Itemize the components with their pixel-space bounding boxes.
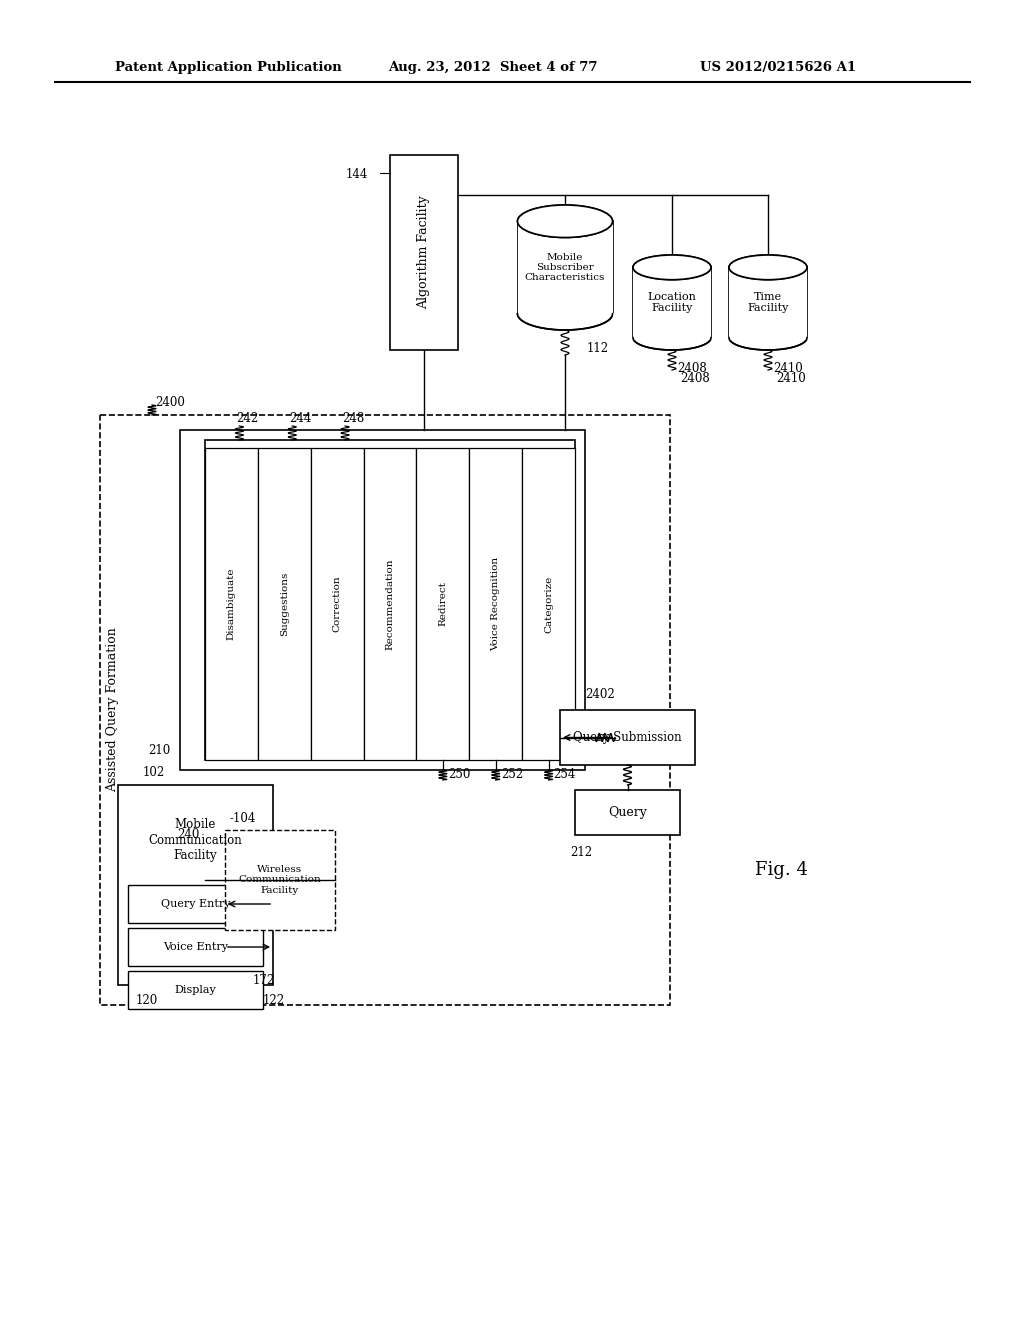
Text: 212: 212: [570, 846, 592, 859]
Text: Assisted Query Formation: Assisted Query Formation: [106, 627, 120, 792]
Ellipse shape: [517, 205, 612, 238]
Text: 252: 252: [501, 768, 523, 781]
Text: 248: 248: [342, 412, 365, 425]
Text: Query: Query: [608, 807, 647, 818]
Bar: [633, 268, 711, 338]
Bar: [469, 447, 522, 760]
Text: Recommendation: Recommendation: [385, 558, 394, 649]
Text: Correction: Correction: [333, 576, 342, 632]
Text: 120: 120: [136, 994, 159, 1006]
Bar: [180, 430, 585, 770]
Text: Location
Facility: Location Facility: [647, 292, 696, 313]
Text: Disambiguate: Disambiguate: [227, 568, 236, 640]
Bar: [729, 268, 807, 338]
Text: 2402: 2402: [585, 689, 614, 701]
Text: Query Entry: Query Entry: [161, 899, 230, 909]
Text: Voice Recognition: Voice Recognition: [492, 557, 500, 651]
Text: 242: 242: [237, 412, 259, 425]
Text: 2400: 2400: [155, 396, 185, 409]
Bar: [128, 884, 263, 923]
Bar: [575, 789, 680, 836]
Bar: [560, 710, 695, 766]
Text: Mobile
Subscriber
Characteristics: Mobile Subscriber Characteristics: [525, 252, 605, 282]
Bar: [517, 222, 612, 314]
Text: 240: 240: [177, 829, 200, 842]
Text: Mobile
Communication
Facility: Mobile Communication Facility: [148, 818, 243, 862]
Text: 172: 172: [253, 974, 275, 986]
Text: 112: 112: [587, 342, 609, 355]
Bar: [258, 447, 310, 760]
Text: 2410: 2410: [776, 371, 806, 384]
Bar: [225, 830, 335, 931]
Bar: [364, 447, 417, 760]
Text: Query Submission: Query Submission: [573, 731, 682, 744]
Bar: [118, 785, 273, 985]
Bar: [390, 154, 458, 350]
Ellipse shape: [633, 255, 711, 280]
Text: -104: -104: [230, 812, 256, 825]
Text: US 2012/0215626 A1: US 2012/0215626 A1: [700, 62, 856, 74]
Text: 144: 144: [346, 169, 368, 181]
Text: Aug. 23, 2012  Sheet 4 of 77: Aug. 23, 2012 Sheet 4 of 77: [388, 62, 597, 74]
Bar: [310, 447, 364, 760]
Text: 2410: 2410: [773, 362, 803, 375]
Text: 122: 122: [263, 994, 285, 1006]
Text: Wireless
Communication
Facility: Wireless Communication Facility: [239, 865, 322, 895]
Text: 2408: 2408: [677, 362, 707, 375]
Text: Display: Display: [175, 985, 216, 995]
Text: Voice Entry: Voice Entry: [163, 942, 228, 952]
Bar: [100, 414, 670, 1005]
Bar: [205, 440, 575, 760]
Ellipse shape: [633, 255, 711, 280]
Text: 244: 244: [290, 412, 311, 425]
Text: 102: 102: [143, 767, 165, 780]
Text: Suggestions: Suggestions: [280, 572, 289, 636]
Text: Categorize: Categorize: [544, 576, 553, 632]
Bar: [205, 447, 258, 760]
Text: Redirect: Redirect: [438, 582, 447, 627]
Ellipse shape: [517, 205, 612, 238]
Text: 254: 254: [554, 768, 575, 781]
Bar: [128, 972, 263, 1008]
Text: Time
Facility: Time Facility: [748, 292, 788, 313]
Text: Fig. 4: Fig. 4: [755, 861, 808, 879]
Ellipse shape: [729, 255, 807, 280]
Text: Patent Application Publication: Patent Application Publication: [115, 62, 342, 74]
Bar: [417, 447, 469, 760]
Ellipse shape: [729, 255, 807, 280]
Bar: [128, 928, 263, 966]
Text: Algorithm Facility: Algorithm Facility: [418, 195, 430, 309]
Text: 210: 210: [147, 743, 170, 756]
Bar: [522, 447, 575, 760]
Text: 250: 250: [447, 768, 470, 781]
Text: 2408: 2408: [680, 371, 710, 384]
